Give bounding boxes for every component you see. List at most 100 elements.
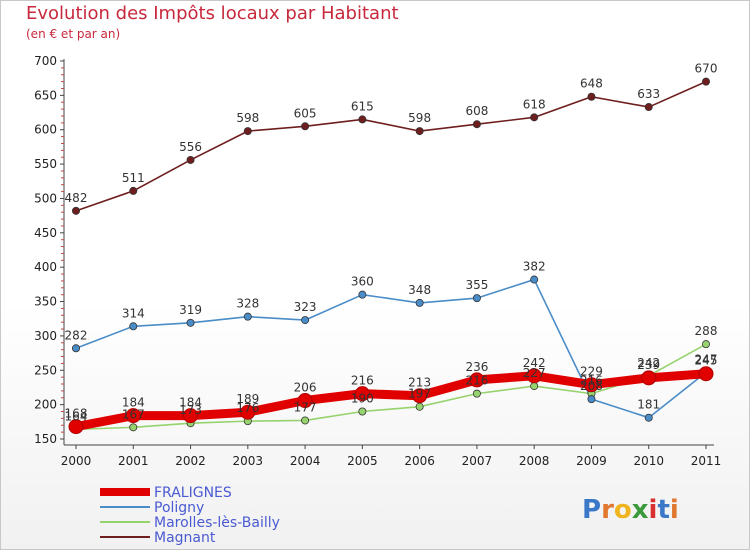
data-point [698, 366, 714, 382]
x-tick-label: 2001 [118, 454, 149, 468]
data-label: 176 [236, 401, 259, 415]
series-line-3 [75, 80, 707, 212]
data-label: 168 [65, 407, 88, 421]
data-point [301, 316, 310, 325]
data-label: 208 [580, 379, 603, 393]
y-tick-label: 500 [34, 191, 57, 205]
y-tick-label: 650 [34, 88, 57, 102]
x-tick-label: 2004 [290, 454, 321, 468]
y-tick-label: 300 [34, 329, 57, 343]
x-tick-label: 2002 [175, 454, 206, 468]
data-point [72, 206, 81, 215]
data-point [301, 122, 310, 131]
y-tick-label: 550 [34, 157, 57, 171]
series-line-1 [75, 278, 707, 419]
logo-letter: P [582, 495, 601, 525]
x-tick-label: 2007 [462, 454, 493, 468]
data-label: 556 [179, 140, 202, 154]
data-label: 216 [351, 374, 374, 388]
data-point [530, 275, 539, 284]
x-tick-label: 2005 [347, 454, 378, 468]
data-label: 184 [179, 396, 202, 410]
data-point [243, 127, 252, 136]
data-point [415, 402, 424, 411]
legend-label: FRALIGNES [154, 485, 232, 501]
data-point [129, 186, 138, 195]
data-point [415, 298, 424, 307]
data-point [186, 318, 195, 327]
data-point [469, 372, 485, 388]
data-point [472, 389, 481, 398]
data-point [472, 120, 481, 129]
data-point [354, 386, 370, 402]
data-label: 242 [637, 356, 660, 370]
y-tick-label: 600 [34, 123, 57, 137]
logo-letter: x [632, 495, 649, 525]
data-point [68, 419, 84, 435]
data-point [240, 404, 256, 420]
data-label: 167 [122, 407, 145, 421]
data-label: 245 [695, 354, 718, 368]
data-label: 216 [580, 374, 603, 388]
data-label: 319 [179, 303, 202, 317]
series-lines [71, 80, 711, 432]
logo-text: Proxiti [582, 495, 679, 525]
data-label: 190 [351, 392, 374, 406]
data-label: 633 [637, 87, 660, 101]
data-label: 328 [236, 297, 259, 311]
data-label: 598 [408, 111, 431, 125]
legend-label: Magnant [154, 530, 216, 546]
data-label: 360 [351, 275, 374, 289]
y-tick-label: 450 [34, 226, 57, 240]
y-tick-label: 200 [34, 398, 57, 412]
axes: 150 200 250 300 350 400 450 500 550 600 650 700 2000… [34, 54, 721, 468]
logo-letter: i [649, 495, 658, 525]
y-tick-label: 400 [34, 260, 57, 274]
data-point [583, 377, 599, 393]
data-label: 282 [65, 328, 88, 342]
series-line-2 [75, 343, 707, 431]
data-point [702, 77, 711, 86]
data-label: 314 [122, 306, 145, 320]
data-point [702, 340, 711, 349]
x-tick-label: 2003 [233, 454, 264, 468]
x-tick-label: 2011 [691, 454, 722, 468]
data-point [183, 408, 199, 424]
data-label: 242 [523, 356, 546, 370]
data-point [301, 416, 310, 425]
data-point [530, 113, 539, 122]
data-point [125, 408, 141, 424]
x-tick-label: 2009 [576, 454, 607, 468]
y-tick-label: 250 [34, 363, 57, 377]
data-label: 173 [179, 403, 202, 417]
legend-label: Marolles-lès-Bailly [154, 515, 280, 531]
data-point [358, 407, 367, 416]
data-label: 177 [294, 400, 317, 414]
x-tick-label: 2006 [404, 454, 435, 468]
chart-title: Evolution des Impôts locaux par Habitant [26, 3, 399, 24]
data-point [415, 127, 424, 136]
data-point [641, 370, 657, 386]
legend: FRALIGNESPolignyMarolles-lès-BaillyMagna… [100, 485, 280, 546]
data-point [412, 388, 428, 404]
data-label: 355 [465, 278, 488, 292]
x-tick-label: 2010 [633, 454, 664, 468]
data-point [587, 395, 596, 404]
data-point [186, 155, 195, 164]
data-label: 482 [65, 191, 88, 205]
y-tick-label: 150 [34, 432, 57, 446]
data-label: 348 [408, 283, 431, 297]
data-label: 648 [580, 77, 603, 91]
data-point [129, 423, 138, 432]
data-label: 605 [294, 106, 317, 120]
data-point [644, 103, 653, 112]
logo-letter: o [614, 495, 632, 525]
data-label: 213 [408, 376, 431, 390]
data-label: 239 [637, 358, 660, 372]
y-tick-label: 350 [34, 295, 57, 309]
logo-letter: i [670, 495, 679, 525]
data-label: 618 [523, 97, 546, 111]
data-label: 288 [695, 324, 718, 338]
